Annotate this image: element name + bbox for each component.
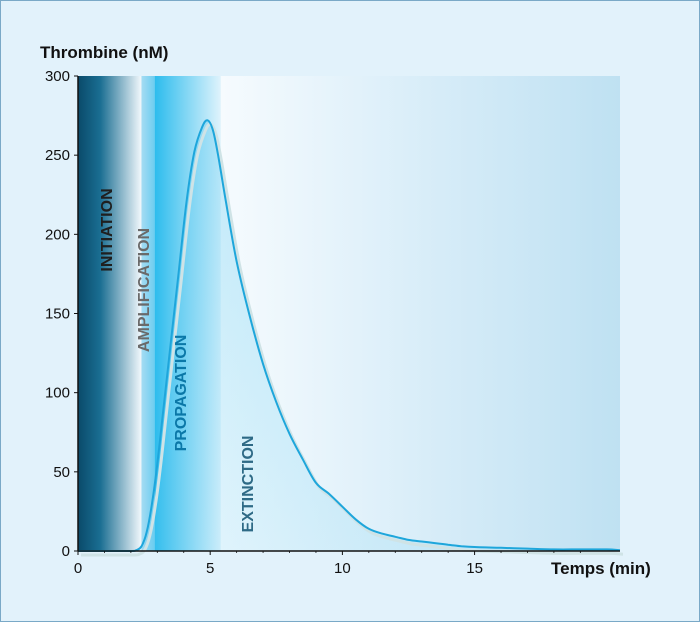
y-tick-label: 50 xyxy=(53,464,70,481)
y-tick-label: 250 xyxy=(45,147,70,164)
y-tick-label: 0 xyxy=(62,543,70,560)
x-tick-label: 5 xyxy=(206,560,214,577)
phase-label-extinction: EXTINCTION xyxy=(240,436,257,533)
y-tick-label: 100 xyxy=(45,385,70,402)
x-tick-label: 10 xyxy=(334,560,351,577)
phase-band-initiation xyxy=(78,76,142,551)
y-tick-label: 200 xyxy=(45,226,70,243)
curve-fill xyxy=(78,120,620,552)
phase-label-propagation: PROPAGATION xyxy=(173,335,190,452)
x-tick-label: 15 xyxy=(466,560,483,577)
phase-band-amplification xyxy=(141,76,155,551)
y-tick-label: 150 xyxy=(45,306,70,323)
phase-label-initiation: INITIATION xyxy=(99,188,116,271)
axes: 0 50 100 150 200 250 300 0 5 10 15 xyxy=(45,68,620,577)
y-axis-label: Thrombine (nM) xyxy=(40,43,168,62)
y-tick-label: 300 xyxy=(45,68,70,85)
phase-label-amplification: AMPLIFICATION xyxy=(136,228,153,352)
phase-labels: INITIATION AMPLIFICATION PROPAGATION EXTINC… xyxy=(99,188,257,532)
x-tick-label: 0 xyxy=(74,560,82,577)
thrombin-curve xyxy=(78,119,621,553)
x-axis-label: Temps (min) xyxy=(551,559,651,578)
